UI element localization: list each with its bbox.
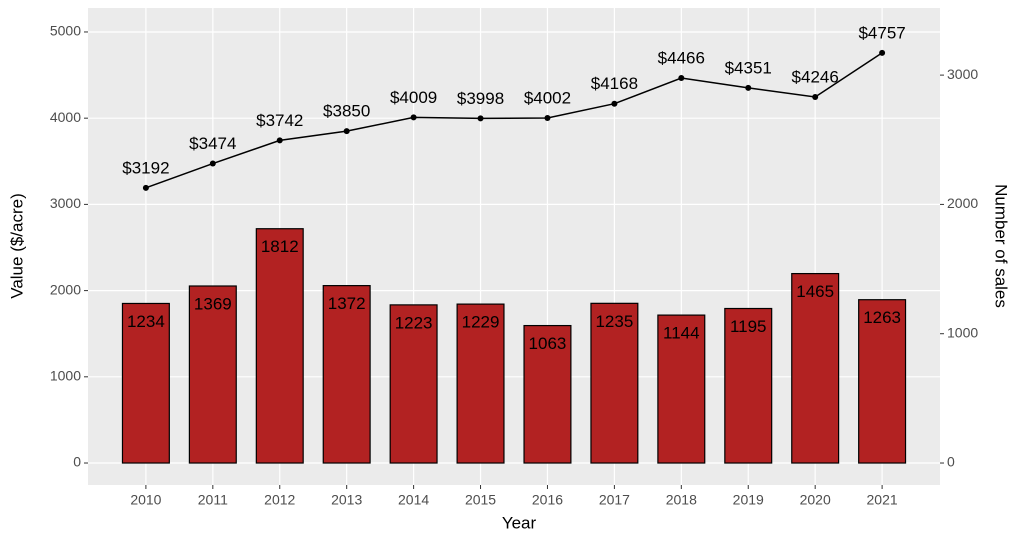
bar [456, 303, 505, 464]
point-label: $3742 [256, 111, 303, 130]
bar-label: 1229 [462, 313, 500, 332]
bar-label: 1223 [395, 313, 433, 332]
point [879, 49, 886, 56]
bar-label: 1369 [194, 294, 232, 313]
y-tick-label: 0 [73, 454, 81, 470]
bar [657, 314, 706, 464]
y-tick-label: 1000 [50, 368, 81, 384]
point-label: $4246 [792, 67, 839, 86]
y2-tick-label: 0 [947, 454, 955, 470]
point-label: $4002 [524, 88, 571, 107]
bar [791, 272, 840, 464]
bar [858, 299, 907, 464]
y-tick-label: 4000 [50, 109, 81, 125]
point-label: $3998 [457, 89, 504, 108]
bar-label: 1063 [529, 334, 567, 353]
y2-tick-label: 3000 [947, 66, 978, 82]
point-label: $4466 [658, 48, 705, 67]
bar [255, 228, 304, 464]
bar-label: 1263 [863, 308, 901, 327]
point-label: $4009 [390, 88, 437, 107]
point [343, 128, 350, 135]
point [678, 75, 685, 82]
point [276, 137, 283, 144]
bar-label: 1465 [796, 282, 834, 301]
x-tick-label: 2010 [130, 492, 161, 508]
y2-tick-label: 1000 [947, 324, 978, 340]
bar [322, 285, 371, 464]
point [410, 114, 417, 121]
point-label: $3474 [189, 134, 236, 153]
bar-label: 1234 [127, 312, 165, 331]
bar-label: 1812 [261, 237, 299, 256]
point-label: $3850 [323, 102, 370, 121]
x-tick-label: 2015 [465, 492, 496, 508]
line [145, 52, 883, 189]
bar-label: 1144 [663, 324, 700, 343]
y2-axis-title: Number of sales [992, 184, 1011, 308]
x-tick-label: 2016 [532, 492, 563, 508]
point [209, 160, 216, 167]
point [812, 93, 819, 100]
x-tick-label: 2018 [666, 492, 697, 508]
x-tick-label: 2012 [264, 492, 295, 508]
y2-tick-label: 2000 [947, 195, 978, 211]
point-label: $3192 [122, 158, 169, 177]
bar [590, 302, 639, 464]
bar-label: 1235 [595, 312, 633, 331]
bar-label: 1372 [328, 294, 366, 313]
x-tick-label: 2013 [331, 492, 362, 508]
bar [188, 285, 237, 464]
point [477, 115, 484, 122]
x-tick-label: 2021 [867, 492, 898, 508]
y-tick-label: 3000 [50, 195, 81, 211]
point [611, 100, 618, 107]
y-axis-title: Value ($/acre) [7, 193, 26, 299]
x-tick-label: 2019 [733, 492, 764, 508]
bar-label: 1195 [730, 317, 767, 336]
point-label: $4351 [725, 58, 772, 77]
x-axis-title: Year [502, 513, 537, 532]
bar [724, 307, 773, 464]
x-tick-label: 2011 [198, 492, 228, 508]
point-label: $4757 [858, 23, 905, 42]
point-label: $4168 [591, 74, 638, 93]
y-tick-label: 2000 [50, 281, 81, 297]
bar [523, 324, 572, 464]
x-tick-label: 2014 [398, 492, 429, 508]
bar [121, 302, 170, 464]
x-tick-label: 2020 [800, 492, 831, 508]
bar [389, 304, 438, 464]
y-tick-label: 5000 [50, 23, 81, 39]
point [745, 84, 752, 91]
x-tick-label: 2017 [599, 492, 630, 508]
point [142, 184, 149, 191]
point [544, 115, 551, 122]
